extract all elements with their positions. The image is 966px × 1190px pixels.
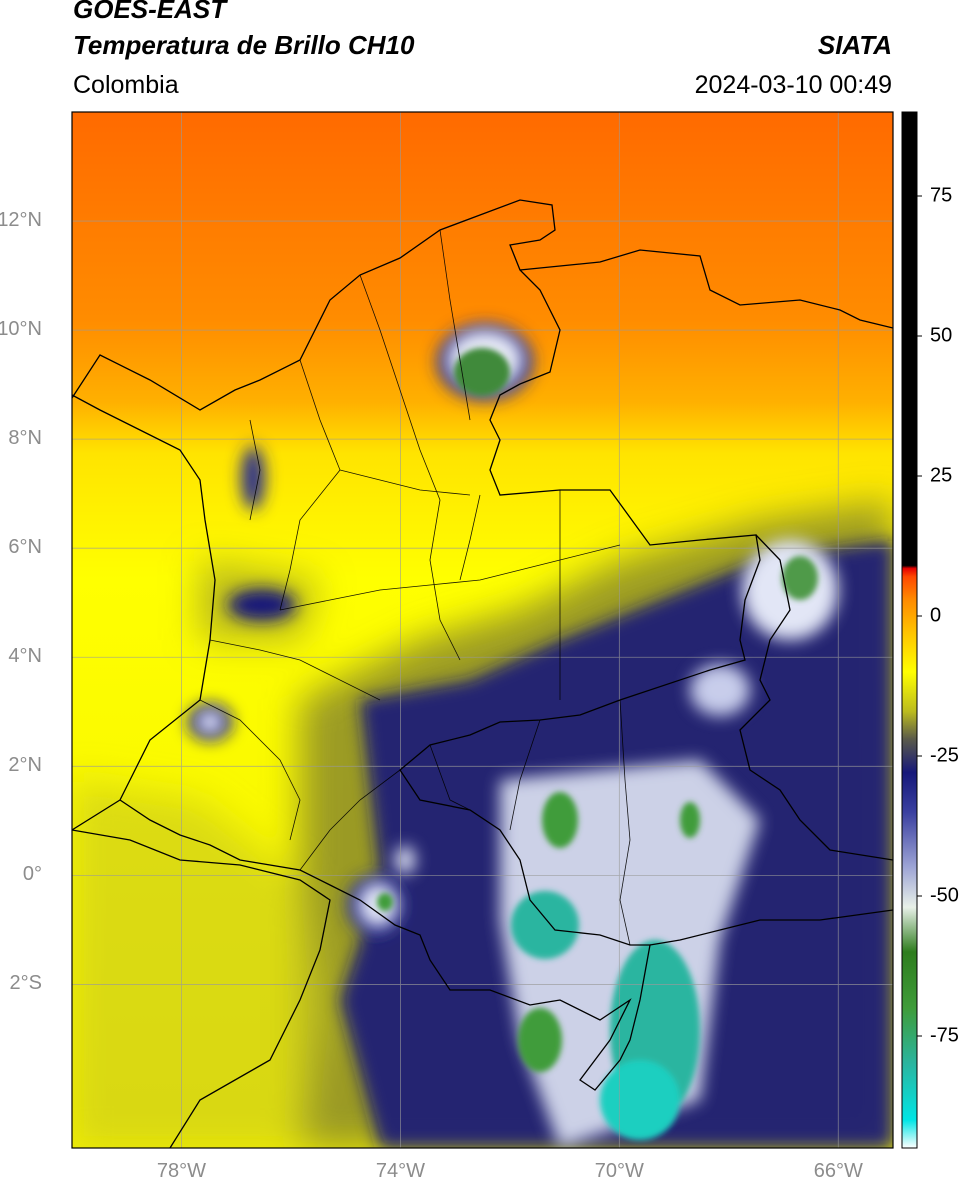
lat-tick-label: 4°N bbox=[8, 645, 42, 668]
colorbar bbox=[901, 111, 918, 1149]
country-boundaries bbox=[72, 199, 893, 1148]
lon-tick-label: 74°W bbox=[375, 1160, 425, 1182]
lat-tick-label: 12°N bbox=[0, 209, 42, 232]
lon-tick-label: 66°W bbox=[813, 1160, 863, 1182]
lat-tick-label: 2°S bbox=[9, 972, 42, 995]
region-label: Colombia bbox=[73, 71, 179, 99]
lat-tick-label: 0° bbox=[22, 863, 42, 886]
satellite-title: GOES-EAST bbox=[73, 0, 227, 24]
organization-label: SIATA bbox=[817, 30, 892, 60]
colorbar-tick-label: 0 bbox=[930, 604, 942, 627]
lon-tick-label: 78°W bbox=[156, 1160, 207, 1182]
brightness-temperature-field bbox=[72, 112, 893, 1148]
colorbar-tick-label: 75 bbox=[930, 184, 953, 207]
colorbar-tick-label: -25 bbox=[930, 744, 959, 767]
department-boundaries bbox=[199, 229, 631, 946]
lat-tick-label: 10°N bbox=[0, 318, 42, 341]
lat-tick-label: 8°N bbox=[8, 427, 42, 450]
colorbar-tick-label: -75 bbox=[930, 1024, 959, 1047]
lat-tick-label: 6°N bbox=[8, 536, 42, 559]
colorbar-tick-label: 50 bbox=[930, 324, 953, 347]
colorbar-tick-label: -50 bbox=[930, 884, 959, 907]
product-title: Temperatura de Brillo CH10 bbox=[73, 30, 415, 60]
lat-tick-label: 2°N bbox=[8, 754, 42, 777]
timestamp-label: 2024-03-10 00:49 bbox=[694, 71, 892, 99]
lon-tick-label: 70°W bbox=[594, 1160, 644, 1182]
colorbar-tick-label: 25 bbox=[930, 464, 953, 487]
